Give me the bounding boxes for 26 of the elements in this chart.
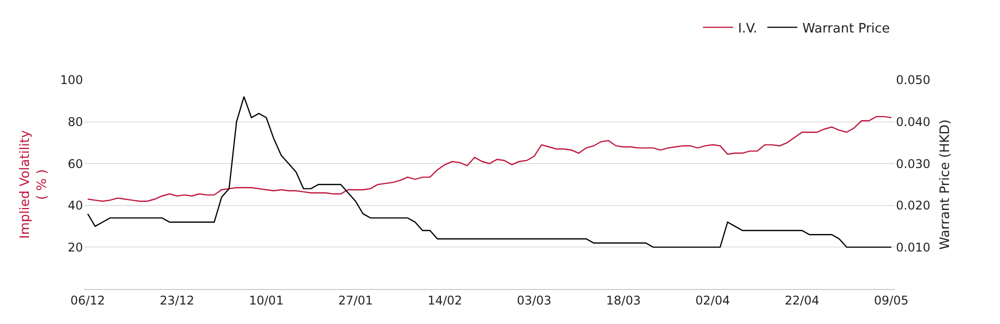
x-tick-label: 10/01 [248,293,284,308]
y-tick-label: 20 [68,240,83,254]
y2-tick-label: 0.040 [896,115,930,129]
y-tick-label: 40 [68,198,83,213]
legend-label: I.V. [738,21,758,36]
line-series [87,116,892,202]
y-tick-label: 100 [60,73,83,88]
y-tick-label: 80 [68,115,83,129]
legend-label: Warrant Price [802,21,890,36]
y2-tick-label: 0.050 [896,73,930,88]
x-tick-label: 02/04 [695,293,730,308]
y2-tick-label: 0.020 [896,198,930,213]
y2-tick-label: 0.030 [896,156,930,171]
x-tick-label: 03/03 [516,293,552,308]
line-series [87,96,892,248]
x-tick-label: 14/02 [428,293,462,308]
x-tick-label: 27/01 [338,293,373,308]
y2-tick-label: 0.010 [896,240,930,254]
x-tick-label: 09/05 [874,293,909,308]
x-tick-label: 18/03 [606,293,641,308]
x-tick-label: 22/04 [784,293,820,308]
y2-axis-title: Warrant Price (HKD) [938,119,953,250]
y-axis-title: Implied Volatility ( % ) [18,130,50,239]
x-tick-label: 23/12 [160,293,194,308]
x-tick-label: 06/12 [70,293,106,308]
y-tick-label: 60 [68,156,83,171]
